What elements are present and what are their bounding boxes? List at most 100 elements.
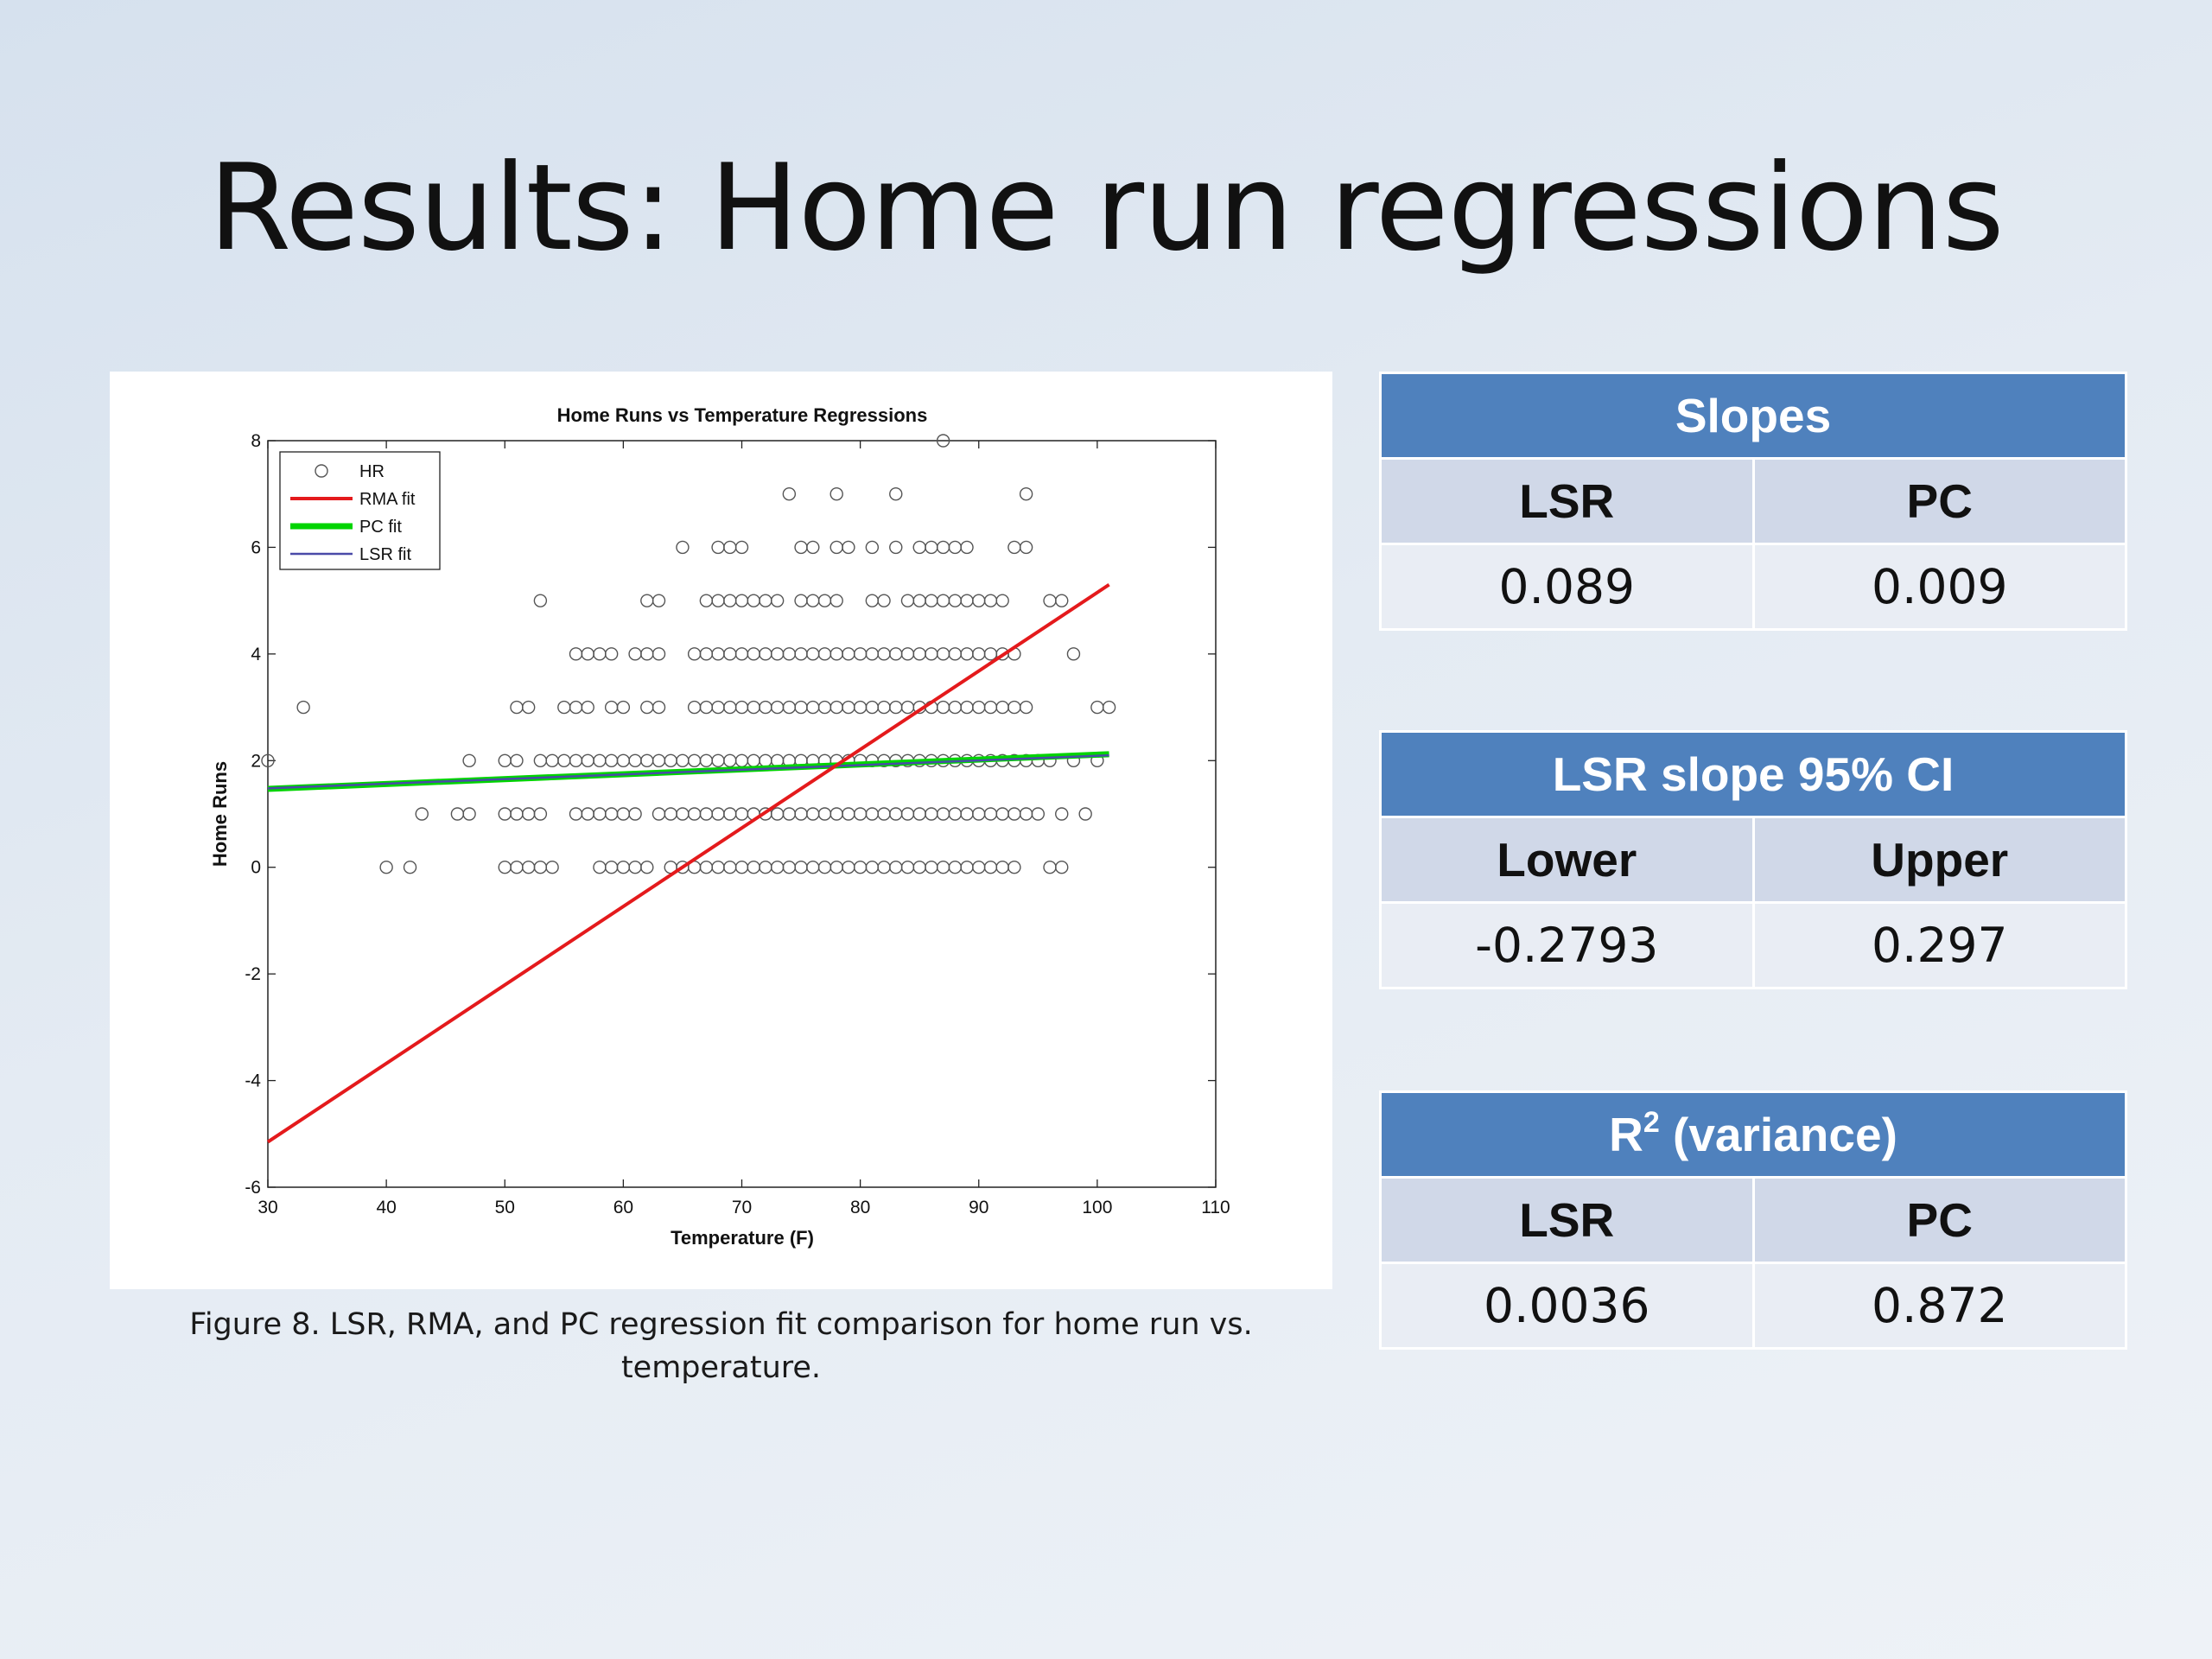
ci-table-title: LSR slope 95% CI <box>1379 730 2127 818</box>
r2-title-superscript: 2 <box>1643 1106 1660 1139</box>
rma-fit-line <box>266 582 1110 1144</box>
slopes-table-title: Slopes <box>1379 372 2127 460</box>
hr-point <box>403 861 417 874</box>
y-tick-label: 8 <box>251 431 261 451</box>
x-tick-label: 100 <box>1082 1198 1112 1217</box>
y-tick-label: 0 <box>251 858 261 878</box>
hr-point <box>296 700 310 715</box>
chart-title: Home Runs vs Temperature Regressions <box>557 404 928 426</box>
hr-point <box>462 807 476 821</box>
hr-point <box>1055 594 1069 607</box>
x-tick-label: 110 <box>1201 1198 1230 1217</box>
hr-point <box>734 540 749 555</box>
x-tick-label: 50 <box>495 1198 515 1217</box>
y-tick-label: -4 <box>245 1071 261 1091</box>
slopes-value-lsr: 0.089 <box>1379 543 1755 631</box>
x-tick-label: 60 <box>613 1198 633 1217</box>
hr-point <box>652 700 666 715</box>
y-tick-label: 6 <box>251 537 261 557</box>
hr-point <box>1019 700 1033 715</box>
hr-point <box>652 594 666 607</box>
hr-point <box>1055 861 1069 874</box>
ci-col-lower: Lower <box>1379 816 1755 904</box>
hr-point <box>640 861 654 874</box>
hr-point <box>830 487 843 501</box>
ci-col-upper: Upper <box>1751 816 2127 904</box>
r2-col-lsr: LSR <box>1379 1176 1755 1264</box>
hr-point <box>676 540 690 555</box>
x-tick-label: 40 <box>376 1198 396 1217</box>
x-tick-label: 70 <box>732 1198 752 1217</box>
hr-point <box>1066 647 1081 661</box>
slopes-col-lsr: LSR <box>1379 457 1755 545</box>
slopes-col-pc: PC <box>1751 457 2127 545</box>
hr-point <box>865 540 880 555</box>
x-tick-label: 30 <box>257 1198 277 1217</box>
hr-point <box>770 594 785 607</box>
hr-point <box>830 594 843 607</box>
hr-point <box>1007 861 1021 874</box>
hr-point <box>1055 807 1069 821</box>
y-tick-label: 4 <box>251 645 261 664</box>
r2-value-lsr: 0.0036 <box>1379 1262 1755 1350</box>
r2-title-prefix: R <box>1609 1108 1643 1161</box>
hr-point <box>545 861 559 874</box>
hr-point <box>877 594 891 607</box>
hr-point <box>652 647 666 661</box>
lsr-fit-line <box>267 753 1109 790</box>
hr-point <box>806 540 820 555</box>
legend-entry: LSR fit <box>359 545 411 564</box>
y-axis-label: Home Runs <box>209 761 231 867</box>
hr-point <box>1031 807 1046 821</box>
r2-value-pc: 0.872 <box>1751 1262 2127 1350</box>
chart-panel: Home Runs vs Temperature Regressions Tem… <box>110 372 1332 1289</box>
legend-entry: HR <box>359 462 385 481</box>
hr-point <box>960 540 974 555</box>
hr-point <box>1019 487 1033 501</box>
y-tick-label: -2 <box>245 964 261 984</box>
r2-table-title: R2 (variance) <box>1379 1090 2127 1179</box>
hr-point <box>462 753 476 767</box>
slopes-table: Slopes LSR PC 0.089 0.009 <box>1379 372 2127 631</box>
y-tick-label: 2 <box>251 751 261 771</box>
ci-value-upper: 0.297 <box>1751 901 2127 989</box>
figure-caption: Figure 8. LSR, RMA, and PC regression fi… <box>189 1307 1253 1385</box>
r2-table: R2 (variance) LSR PC 0.0036 0.872 <box>1379 1090 2127 1350</box>
plot-area: 30 40 50 60 70 80 90 100 110 -6 -4 -2 0 2 4 6 8 HR RMA fit… <box>245 431 1230 1217</box>
hr-point <box>1019 540 1033 555</box>
x-tick-label: 80 <box>850 1198 870 1217</box>
hr-point <box>616 700 631 715</box>
legend-hr-marker <box>315 464 328 478</box>
r2-title-rest: (variance) <box>1659 1108 1897 1161</box>
hr-point <box>261 753 275 767</box>
slopes-value-pc: 0.009 <box>1751 543 2127 631</box>
hr-point <box>581 700 594 715</box>
hr-point <box>995 594 1009 607</box>
hr-point <box>415 807 429 821</box>
slide-title: Results: Home run regressions <box>208 138 2004 277</box>
chart-legend <box>279 451 441 570</box>
ci-table: LSR slope 95% CI Lower Upper -0.2793 0.2… <box>1379 730 2127 989</box>
regression-chart: Home Runs vs Temperature Regressions Tem… <box>209 404 1230 1249</box>
hr-point <box>533 594 548 607</box>
hr-point <box>379 861 393 874</box>
hr-point <box>842 540 855 555</box>
hr-point <box>604 647 619 661</box>
hr-point <box>782 487 797 501</box>
hr-point <box>628 807 642 821</box>
hr-point <box>1078 807 1092 821</box>
hr-point <box>1102 700 1116 715</box>
r2-col-pc: PC <box>1751 1176 2127 1264</box>
legend-entry: RMA fit <box>359 490 416 509</box>
ci-value-lower: -0.2793 <box>1379 901 1755 989</box>
x-tick-label: 90 <box>969 1198 988 1217</box>
hr-point <box>936 434 950 448</box>
hr-point <box>521 700 536 715</box>
x-axis-label: Temperature (F) <box>671 1227 814 1249</box>
hr-point <box>510 753 524 767</box>
hr-point <box>533 807 548 821</box>
hr-point <box>889 487 903 501</box>
y-tick-label: -6 <box>245 1178 261 1198</box>
legend-entry: PC fit <box>359 518 402 537</box>
hr-point <box>889 540 903 555</box>
